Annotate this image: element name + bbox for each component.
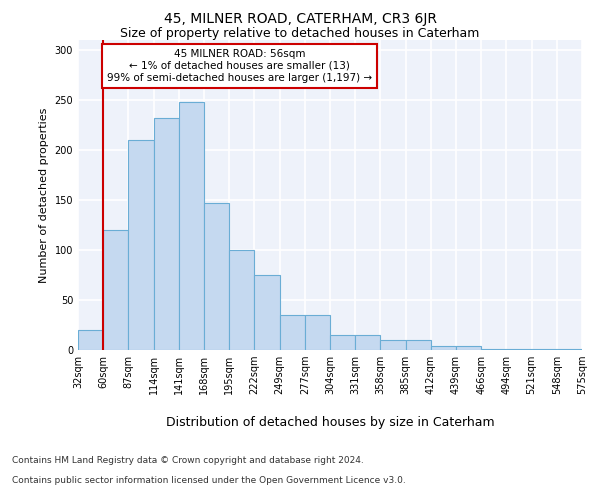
Bar bbox=[355, 335, 380, 350]
Bar bbox=[128, 140, 154, 350]
Text: Size of property relative to detached houses in Caterham: Size of property relative to detached ho… bbox=[121, 28, 479, 40]
Bar bbox=[179, 102, 204, 350]
Y-axis label: Number of detached properties: Number of detached properties bbox=[39, 108, 49, 282]
Bar bbox=[431, 346, 456, 350]
Bar bbox=[406, 340, 431, 350]
Text: 45, MILNER ROAD, CATERHAM, CR3 6JR: 45, MILNER ROAD, CATERHAM, CR3 6JR bbox=[163, 12, 437, 26]
Bar bbox=[481, 349, 506, 350]
Bar bbox=[532, 349, 557, 350]
Bar bbox=[154, 118, 179, 350]
Text: Contains public sector information licensed under the Open Government Licence v3: Contains public sector information licen… bbox=[12, 476, 406, 485]
Text: Distribution of detached houses by size in Caterham: Distribution of detached houses by size … bbox=[166, 416, 494, 429]
Bar bbox=[280, 315, 305, 350]
Bar bbox=[506, 349, 532, 350]
Bar bbox=[305, 315, 330, 350]
Bar bbox=[103, 230, 128, 350]
Bar bbox=[330, 335, 355, 350]
Text: 45 MILNER ROAD: 56sqm
← 1% of detached houses are smaller (13)
99% of semi-detac: 45 MILNER ROAD: 56sqm ← 1% of detached h… bbox=[107, 50, 372, 82]
Text: Contains HM Land Registry data © Crown copyright and database right 2024.: Contains HM Land Registry data © Crown c… bbox=[12, 456, 364, 465]
Bar bbox=[380, 340, 406, 350]
Bar bbox=[557, 349, 582, 350]
Bar bbox=[78, 330, 103, 350]
Bar bbox=[254, 275, 280, 350]
Bar bbox=[204, 203, 229, 350]
Bar bbox=[229, 250, 254, 350]
Bar bbox=[456, 346, 481, 350]
